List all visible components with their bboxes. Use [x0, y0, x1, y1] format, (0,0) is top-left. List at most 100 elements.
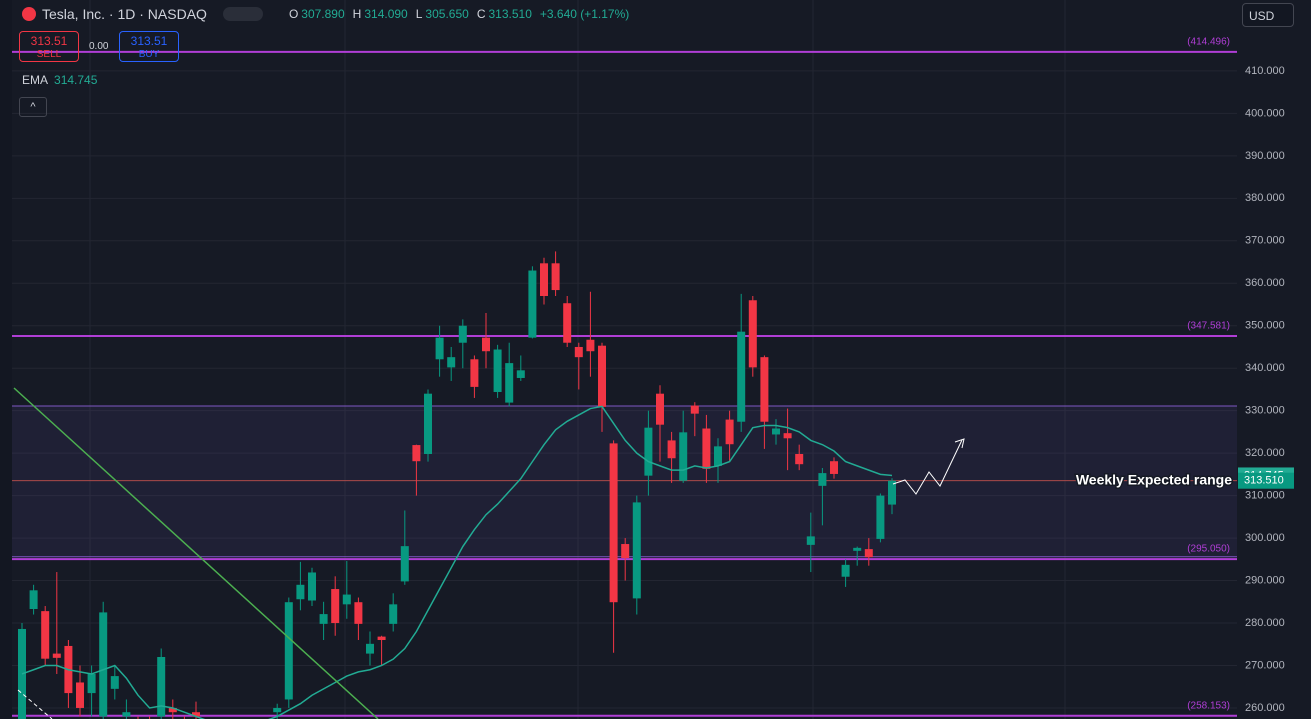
candle-body [806, 536, 815, 545]
candle-body [795, 453, 804, 465]
y-tick-label: 410.000 [1245, 65, 1285, 77]
y-tick-label: 340.000 [1245, 362, 1285, 374]
y-tick-label: 270.000 [1245, 659, 1285, 671]
level-label: (414.496) [1187, 36, 1230, 47]
y-tick-label: 290.000 [1245, 574, 1285, 586]
candle-body [458, 325, 467, 343]
y-tick-label: 380.000 [1245, 192, 1285, 204]
candle-body [516, 370, 525, 378]
buy-button[interactable]: 313.51 BUY [119, 31, 179, 62]
candle-body [632, 502, 641, 599]
range-label: Weekly Expected range [1076, 471, 1232, 487]
y-tick-label: 400.000 [1245, 107, 1285, 119]
dashed-line [17, 689, 53, 719]
candle-body [888, 480, 896, 505]
candle-body [725, 419, 734, 445]
candle-body [853, 547, 862, 551]
candle-body [412, 445, 421, 462]
candle-body [447, 357, 456, 368]
candle-body [482, 337, 490, 352]
candle-body [354, 602, 363, 624]
ema-line [21, 405, 893, 719]
y-tick-label: 300.000 [1245, 532, 1285, 544]
ema-name: EMA [22, 73, 49, 87]
y-tick-label: 360.000 [1245, 277, 1285, 289]
currency: USD [1249, 9, 1275, 23]
candle-body [841, 564, 850, 577]
buy-price: 313.51 [130, 34, 168, 48]
left-toolbar [0, 0, 12, 719]
candle-body [737, 331, 746, 422]
h-label: H [352, 7, 362, 21]
symbol-header: Tesla, Inc. · 1D · NASDAQ O 307.890 H 314.… [22, 6, 634, 22]
o-label: O [288, 7, 299, 21]
c: 313.510 [488, 7, 532, 21]
vertical-grid [89, 0, 1066, 719]
candle-body [563, 303, 572, 343]
symbol: Tesla, Inc. · 1D · NASDAQ [42, 6, 207, 22]
candle-body [99, 612, 108, 717]
candle-body [122, 712, 131, 717]
candle-body [760, 357, 769, 422]
candle-body [540, 263, 548, 297]
y-tick-label: 330.000 [1245, 405, 1285, 417]
candle-body [528, 270, 537, 338]
h: 314.090 [364, 7, 408, 21]
projection-arrow [892, 439, 963, 495]
candle-body [772, 428, 780, 435]
currency-select[interactable]: USD [1242, 3, 1294, 27]
trend-line [13, 387, 379, 719]
y-tick-label: 310.000 [1245, 490, 1285, 502]
candle-body [400, 546, 409, 582]
last-price-label: 313.510 [1244, 475, 1284, 487]
range-zone [12, 406, 1237, 557]
candle-body [29, 590, 38, 610]
candle-body [110, 676, 119, 689]
c-label: C [476, 7, 486, 21]
l-label: L [415, 7, 423, 21]
y-tick-label: 390.000 [1245, 150, 1285, 162]
candle-body [574, 346, 583, 358]
candle-body [667, 440, 676, 459]
candle-body [296, 584, 305, 600]
candle-body [748, 300, 757, 368]
candle-body [87, 673, 96, 694]
ohlc: O 307.890 H 314.090 L 305.650 C 313.510 +3.6… [289, 7, 634, 21]
candle-body [192, 712, 200, 717]
candle-body [157, 656, 166, 717]
collapse-button[interactable]: ^ [19, 97, 47, 117]
plot: (414.496) (347.581) (295.050) (258.153) Week… [12, 36, 1237, 719]
candle-body [830, 461, 838, 474]
candle-body [690, 405, 699, 414]
candle-body [273, 707, 282, 713]
candle-body [818, 473, 827, 486]
y-tick-label: 280.000 [1245, 617, 1285, 629]
y-tick-label: 370.000 [1245, 235, 1285, 247]
candle-body [366, 643, 374, 654]
sell-button[interactable]: 313.51 SELL [19, 31, 79, 62]
ema-value: 314.745 [54, 73, 98, 87]
sell-price: 313.51 [30, 34, 68, 48]
candle-body [377, 636, 386, 641]
candle-body [586, 339, 595, 352]
candle-body [319, 614, 328, 624]
ema-legend: EMA 314.745 [22, 73, 97, 87]
candle-body [76, 682, 84, 708]
candle-body [168, 707, 177, 713]
candle-body [424, 393, 432, 454]
logo [22, 7, 36, 21]
candle-body [656, 393, 664, 425]
candle-body [644, 427, 653, 476]
candle-body [493, 349, 502, 392]
candle-body [18, 628, 26, 719]
level-label: (295.050) [1187, 544, 1230, 555]
y-tick-label: 320.000 [1245, 447, 1285, 459]
y-tick-label: 350.000 [1245, 320, 1285, 332]
candle-body [702, 428, 711, 469]
change: +3.640 (+1.17%) [539, 7, 630, 21]
y-tick-label: 260.000 [1245, 702, 1285, 714]
candle-body [284, 602, 293, 700]
